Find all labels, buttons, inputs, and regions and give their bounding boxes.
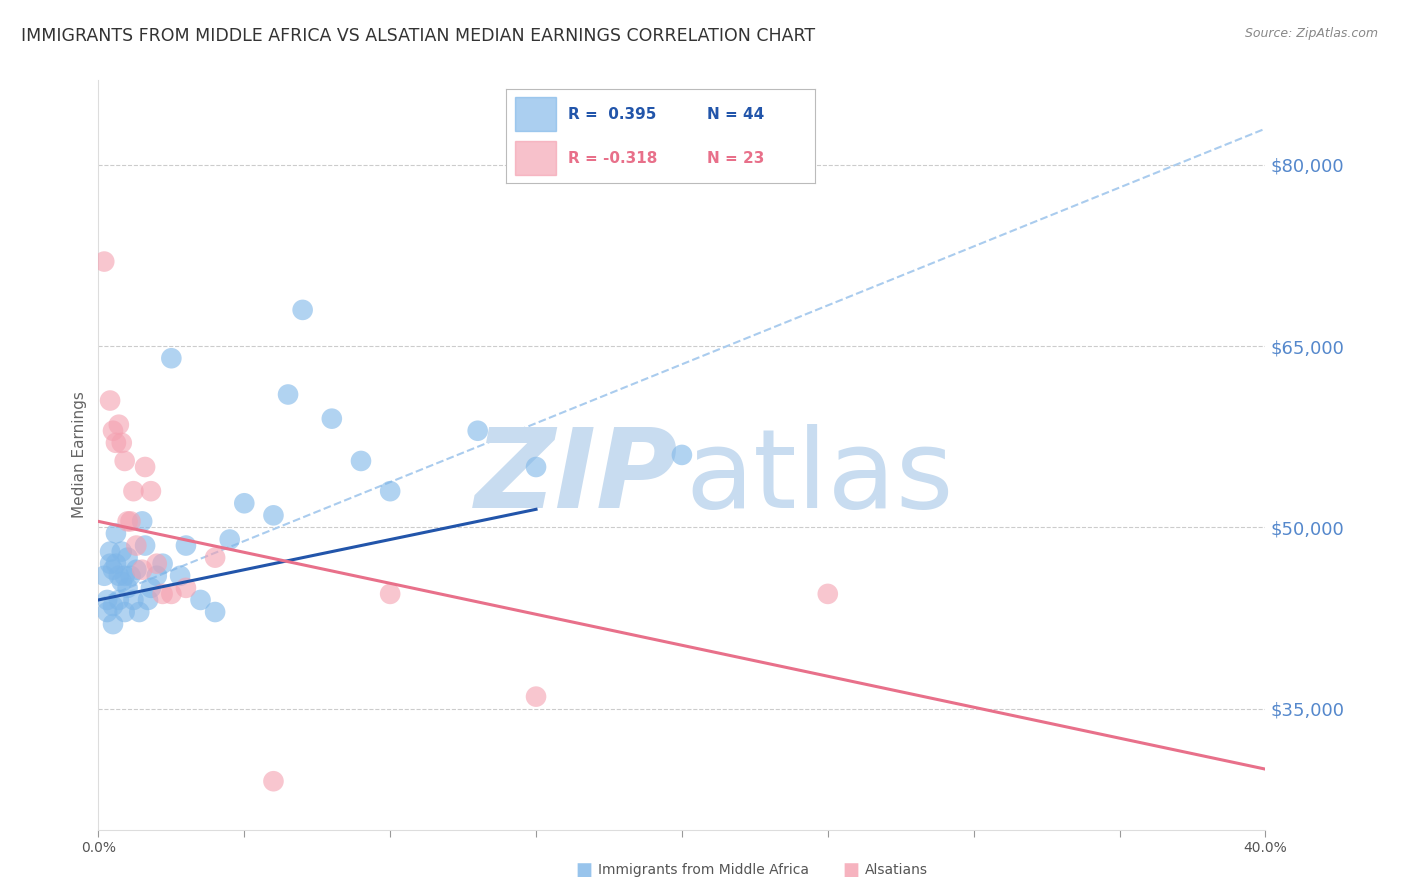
Point bbox=[120, 568, 142, 582]
Text: atlas: atlas bbox=[685, 424, 953, 531]
Point bbox=[128, 605, 150, 619]
Point bbox=[108, 417, 131, 432]
Point bbox=[262, 508, 284, 523]
Bar bbox=[516, 96, 555, 131]
Point bbox=[233, 496, 256, 510]
Text: R = -0.318: R = -0.318 bbox=[568, 151, 658, 166]
Point bbox=[111, 435, 134, 450]
Point bbox=[152, 587, 174, 601]
Point bbox=[524, 460, 547, 475]
Point bbox=[122, 484, 145, 499]
Point bbox=[114, 605, 136, 619]
Point bbox=[93, 568, 115, 582]
Point bbox=[291, 302, 314, 317]
Point bbox=[104, 526, 127, 541]
Point bbox=[218, 533, 240, 547]
Point bbox=[131, 563, 153, 577]
Point bbox=[139, 581, 162, 595]
Point bbox=[204, 550, 226, 565]
Point bbox=[169, 568, 191, 582]
Point bbox=[174, 581, 197, 595]
Point bbox=[125, 563, 148, 577]
Point bbox=[204, 605, 226, 619]
Point bbox=[117, 550, 139, 565]
Text: Immigrants from Middle Africa: Immigrants from Middle Africa bbox=[598, 863, 808, 877]
Point bbox=[114, 568, 136, 582]
Text: ■: ■ bbox=[842, 861, 859, 879]
Point bbox=[160, 351, 183, 366]
Point bbox=[131, 515, 153, 529]
Point bbox=[96, 593, 118, 607]
Point bbox=[108, 568, 131, 582]
Text: Source: ZipAtlas.com: Source: ZipAtlas.com bbox=[1244, 27, 1378, 40]
Point bbox=[101, 563, 124, 577]
Point bbox=[467, 424, 489, 438]
Point bbox=[190, 593, 212, 607]
Point bbox=[262, 774, 284, 789]
Point bbox=[98, 557, 121, 571]
Text: N = 44: N = 44 bbox=[707, 106, 765, 121]
Point bbox=[671, 448, 693, 462]
Point bbox=[104, 435, 127, 450]
Point bbox=[114, 454, 136, 468]
Point bbox=[134, 539, 156, 553]
Point bbox=[146, 568, 169, 582]
Point bbox=[160, 587, 183, 601]
Point bbox=[101, 424, 124, 438]
Point bbox=[117, 581, 139, 595]
Point bbox=[120, 515, 142, 529]
Y-axis label: Median Earnings: Median Earnings bbox=[72, 392, 87, 518]
Point bbox=[524, 690, 547, 704]
Text: ZIP: ZIP bbox=[475, 424, 679, 531]
Text: IMMIGRANTS FROM MIDDLE AFRICA VS ALSATIAN MEDIAN EARNINGS CORRELATION CHART: IMMIGRANTS FROM MIDDLE AFRICA VS ALSATIA… bbox=[21, 27, 815, 45]
Point bbox=[96, 605, 118, 619]
Point bbox=[101, 599, 124, 613]
Point bbox=[117, 515, 139, 529]
Text: Alsatians: Alsatians bbox=[865, 863, 928, 877]
Point bbox=[108, 593, 131, 607]
Point bbox=[134, 460, 156, 475]
Point bbox=[146, 557, 169, 571]
Point bbox=[380, 484, 402, 499]
Point bbox=[321, 411, 343, 425]
Point bbox=[136, 593, 159, 607]
Text: ■: ■ bbox=[575, 861, 592, 879]
Point bbox=[380, 587, 402, 601]
Point bbox=[817, 587, 839, 601]
Point bbox=[111, 574, 134, 589]
Point bbox=[350, 454, 373, 468]
Point bbox=[174, 539, 197, 553]
Point bbox=[98, 393, 121, 408]
Point bbox=[122, 593, 145, 607]
Point bbox=[93, 254, 115, 268]
Point bbox=[111, 544, 134, 558]
Bar bbox=[516, 141, 555, 176]
Point bbox=[277, 387, 299, 401]
Text: N = 23: N = 23 bbox=[707, 151, 765, 166]
Point bbox=[139, 484, 162, 499]
Point bbox=[104, 557, 127, 571]
Point bbox=[98, 544, 121, 558]
Point bbox=[152, 557, 174, 571]
Point bbox=[101, 617, 124, 632]
Text: R =  0.395: R = 0.395 bbox=[568, 106, 657, 121]
Point bbox=[125, 539, 148, 553]
